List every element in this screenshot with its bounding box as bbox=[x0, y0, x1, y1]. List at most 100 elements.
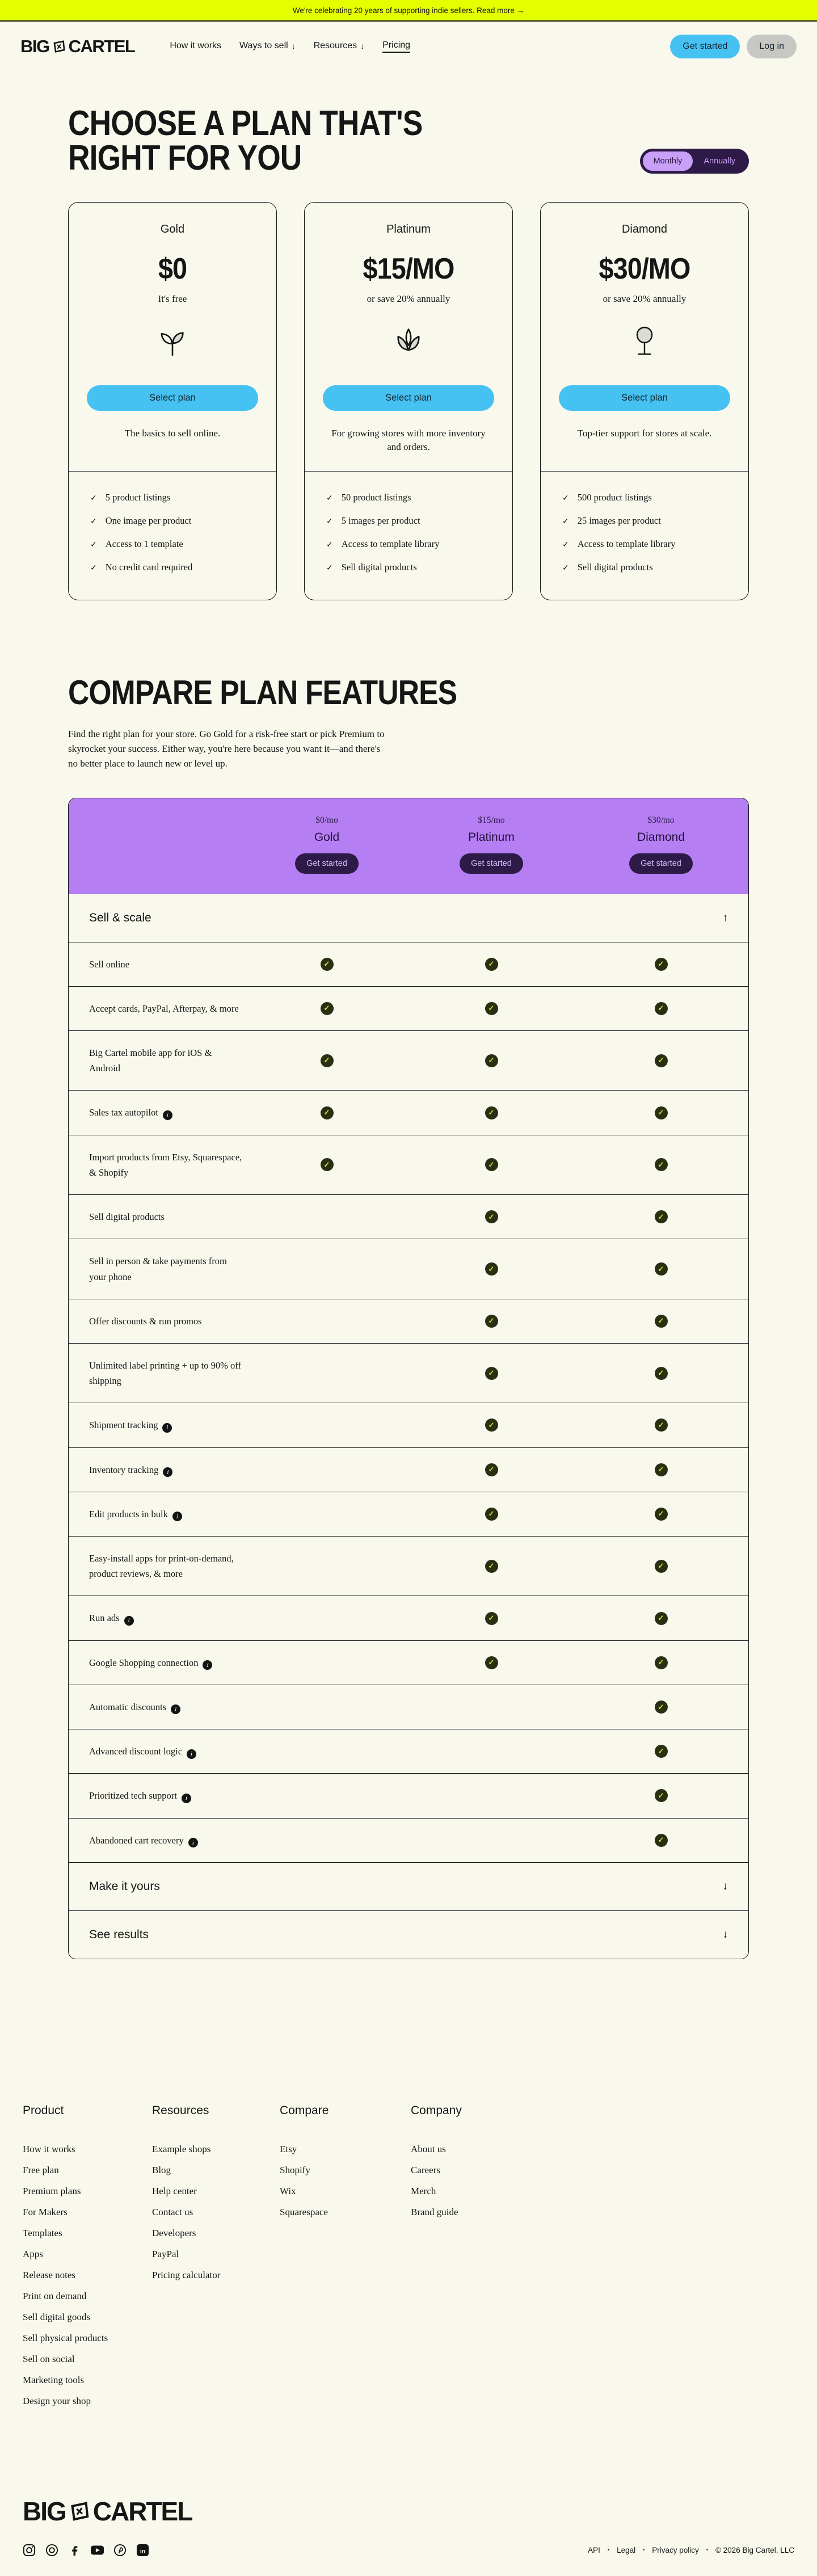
billing-option-monthly[interactable]: Monthly bbox=[642, 151, 693, 171]
nav-item-ways-to-sell[interactable]: Ways to sell ↓ bbox=[239, 41, 296, 50]
linkedin-icon[interactable]: in bbox=[136, 2544, 149, 2557]
footer-link[interactable]: Careers bbox=[411, 2164, 440, 2175]
feature-label-text: Sell digital products bbox=[89, 1211, 165, 1223]
footer-link[interactable]: Developers bbox=[152, 2227, 196, 2238]
billing-option-annually[interactable]: Annually bbox=[704, 156, 735, 166]
get-started-button[interactable]: Get started bbox=[670, 35, 740, 58]
collapse-arrow-icon[interactable]: ↑ bbox=[722, 911, 728, 924]
feature-cell-platinum: ✓ bbox=[409, 1507, 574, 1521]
info-icon[interactable]: i bbox=[162, 1422, 172, 1433]
feature-label-text: Prioritized tech support bbox=[89, 1790, 177, 1801]
footer-link[interactable]: Sell on social bbox=[23, 2353, 75, 2364]
page-title: CHOOSE A PLAN THAT'S RIGHT FOR YOU bbox=[68, 104, 423, 178]
select-plan-button[interactable]: Select plan bbox=[323, 385, 494, 411]
feature-label-text: Unlimited label printing + up to 90% off… bbox=[89, 1359, 241, 1387]
expand-arrow-icon[interactable]: ↓ bbox=[722, 1880, 728, 1892]
footer-link[interactable]: Example shops bbox=[152, 2143, 211, 2154]
feature-group-sell-scale[interactable]: Sell & scale ↑ bbox=[69, 894, 748, 942]
column-get-started-button[interactable]: Get started bbox=[460, 853, 523, 874]
plan-price: $15/MO bbox=[363, 252, 454, 285]
check-circle-icon: ✓ bbox=[654, 1745, 668, 1758]
footer-logo[interactable]: BIG CARTEL bbox=[23, 2496, 193, 2526]
table-row: Advanced discount logic i ✓ bbox=[69, 1729, 748, 1773]
footer-link[interactable]: Brand guide bbox=[411, 2206, 458, 2217]
footer-link[interactable]: Templates bbox=[23, 2227, 62, 2238]
footer-link[interactable]: Marketing tools bbox=[23, 2374, 85, 2385]
footer-link[interactable]: Help center bbox=[152, 2185, 197, 2196]
footer-link[interactable]: Print on demand bbox=[23, 2290, 87, 2301]
check-circle-icon: ✓ bbox=[654, 1833, 668, 1847]
threads-icon[interactable] bbox=[45, 2544, 58, 2557]
footer-link[interactable]: Free plan bbox=[23, 2164, 59, 2175]
footer-link[interactable]: Design your shop bbox=[23, 2395, 91, 2406]
footer-link[interactable]: Etsy bbox=[280, 2143, 297, 2154]
footer-link[interactable]: Sell digital goods bbox=[23, 2311, 90, 2322]
check-icon: ✓ bbox=[562, 563, 569, 573]
footer-link[interactable]: Squarespace bbox=[280, 2206, 328, 2217]
footer-link[interactable]: About us bbox=[411, 2143, 446, 2154]
plan-feature-item: ✓ 25 images per product bbox=[562, 515, 737, 527]
info-icon[interactable]: i bbox=[181, 1793, 191, 1803]
footer-link[interactable]: Release notes bbox=[23, 2269, 75, 2280]
footer-link[interactable]: Pricing calculator bbox=[152, 2269, 221, 2280]
facebook-icon[interactable] bbox=[68, 2544, 81, 2557]
footer-column-company: Company About us Careers Merch Brand guide bbox=[411, 2104, 817, 2417]
feature-cell-platinum: ✓ bbox=[409, 1054, 574, 1067]
footer-link[interactable]: Merch bbox=[411, 2185, 436, 2196]
log-in-button[interactable]: Log in bbox=[747, 35, 797, 58]
youtube-icon[interactable] bbox=[91, 2544, 104, 2557]
legal-link-api[interactable]: API bbox=[588, 2545, 600, 2554]
check-circle-icon: ✓ bbox=[654, 1701, 668, 1714]
info-icon[interactable]: i bbox=[162, 1110, 172, 1120]
footer-link[interactable]: Contact us bbox=[152, 2206, 193, 2217]
billing-toggle[interactable]: Monthly Annually bbox=[639, 148, 749, 174]
feature-label-text: Edit products in bulk bbox=[89, 1508, 168, 1519]
check-circle-icon: ✓ bbox=[485, 957, 498, 971]
footer-link[interactable]: How it works bbox=[23, 2143, 75, 2154]
pinterest-icon[interactable] bbox=[113, 2544, 127, 2557]
info-icon[interactable]: i bbox=[203, 1660, 213, 1670]
select-plan-button[interactable]: Select plan bbox=[559, 385, 730, 411]
info-icon[interactable]: i bbox=[188, 1838, 198, 1848]
announcement-banner[interactable]: We're celebrating 20 years of supporting… bbox=[0, 0, 817, 22]
legal-link-privacy-policy[interactable]: Privacy policy bbox=[652, 2545, 699, 2554]
feature-group-make-it-yours[interactable]: Make it yours ↓ bbox=[69, 1862, 748, 1910]
plan-feature-item: ✓ Sell digital products bbox=[326, 562, 501, 573]
nav-item-how-it-works[interactable]: How it works bbox=[170, 41, 222, 50]
footer-link[interactable]: Blog bbox=[152, 2164, 171, 2175]
column-get-started-button[interactable]: Get started bbox=[629, 853, 693, 874]
info-icon[interactable]: i bbox=[163, 1467, 173, 1478]
info-icon[interactable]: i bbox=[124, 1616, 134, 1626]
check-icon: ✓ bbox=[90, 540, 97, 549]
expand-arrow-icon[interactable]: ↓ bbox=[722, 1928, 728, 1941]
plan-price-note: It's free bbox=[158, 293, 187, 304]
big-cartel-logo[interactable]: BIG CARTEL bbox=[20, 36, 136, 57]
info-icon[interactable]: i bbox=[171, 1704, 181, 1715]
footer-link-list: Etsy Shopify Wix Squarespace bbox=[280, 2144, 411, 2217]
info-icon[interactable]: i bbox=[187, 1749, 197, 1759]
nav-item-pricing[interactable]: Pricing bbox=[382, 40, 411, 53]
instagram-icon[interactable] bbox=[23, 2544, 36, 2557]
check-circle-icon: ✓ bbox=[654, 1507, 668, 1521]
select-plan-button[interactable]: Select plan bbox=[87, 385, 258, 411]
footer-link[interactable]: Apps bbox=[23, 2248, 43, 2259]
footer-link[interactable]: Shopify bbox=[280, 2164, 310, 2175]
column-get-started-button[interactable]: Get started bbox=[295, 853, 359, 874]
feature-cell-diamond: ✓ bbox=[574, 1314, 748, 1328]
feature-label: Offer discounts & run promos bbox=[69, 1314, 245, 1329]
footer-link[interactable]: Wix bbox=[280, 2185, 296, 2196]
footer-link[interactable]: PayPal bbox=[152, 2248, 179, 2259]
feature-group-see-results[interactable]: See results ↓ bbox=[69, 1910, 748, 1959]
feature-cell-diamond: ✓ bbox=[574, 1833, 748, 1847]
feature-label: 50 product listings bbox=[341, 491, 411, 503]
footer-link[interactable]: For Makers bbox=[23, 2206, 68, 2217]
check-icon: ✓ bbox=[326, 517, 333, 526]
footer-link[interactable]: Premium plans bbox=[23, 2185, 81, 2196]
footer-link[interactable]: Sell physical products bbox=[23, 2332, 108, 2343]
feature-cell-diamond: ✓ bbox=[574, 957, 748, 971]
lotus-icon bbox=[305, 324, 512, 359]
nav-item-resources[interactable]: Resources ↓ bbox=[313, 41, 365, 50]
info-icon[interactable]: i bbox=[172, 1512, 182, 1522]
legal-link-legal[interactable]: Legal bbox=[617, 2545, 636, 2554]
